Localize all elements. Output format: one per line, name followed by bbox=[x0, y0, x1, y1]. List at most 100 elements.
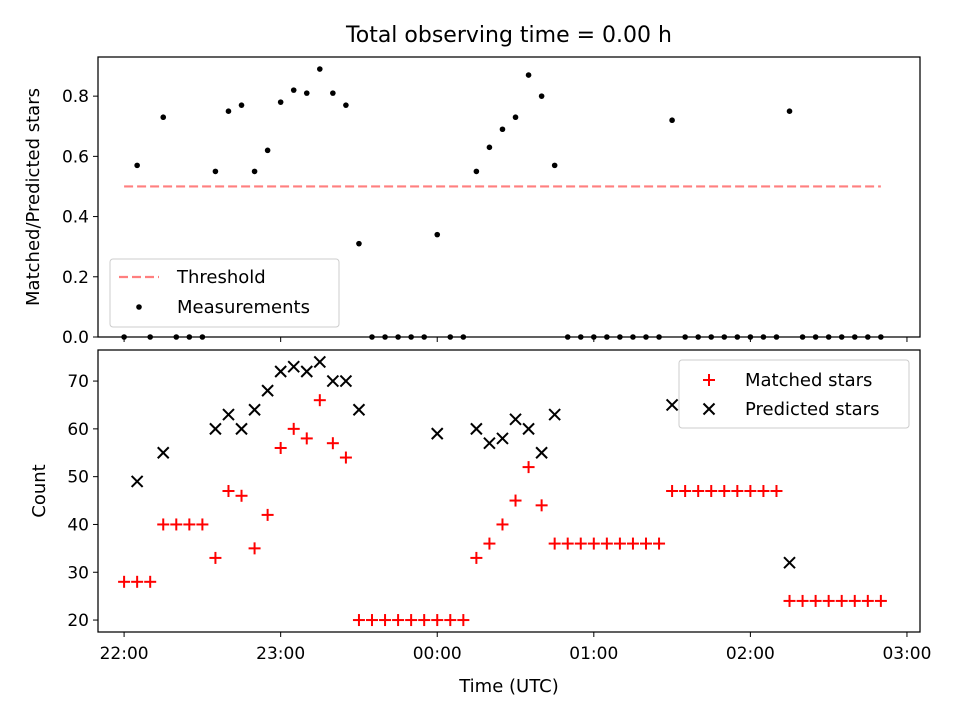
measurement-point bbox=[238, 102, 245, 108]
predicted-star-point bbox=[287, 360, 300, 373]
x-tick-label: 23:00 bbox=[256, 644, 305, 664]
legend-measurement-swatch bbox=[136, 304, 142, 310]
y-tick-label: 0.0 bbox=[62, 328, 89, 348]
matched-star-point bbox=[587, 537, 600, 550]
top-panel: 0.00.20.40.60.8 Matched/Predicted stars … bbox=[23, 56, 921, 348]
matched-star-point bbox=[600, 537, 613, 550]
y-tick-label: 0.8 bbox=[62, 87, 89, 107]
matched-star-point bbox=[535, 499, 548, 512]
matched-star-point bbox=[561, 537, 574, 550]
legend-box bbox=[678, 359, 910, 429]
measurement-point bbox=[499, 126, 506, 133]
y-tick-label: 0.4 bbox=[62, 208, 89, 228]
matched-star-point bbox=[457, 614, 470, 627]
matched-star-point bbox=[509, 494, 522, 507]
y-tick-label: 0.2 bbox=[62, 268, 89, 288]
matched-star-point bbox=[770, 485, 783, 497]
matched-star-point bbox=[731, 485, 744, 497]
measurement-point bbox=[317, 66, 323, 72]
measurement-point bbox=[225, 108, 232, 114]
matched-star-point bbox=[548, 537, 561, 550]
x-axis-label: Time (UTC) bbox=[458, 676, 559, 697]
predicted-star-point bbox=[209, 422, 222, 436]
predicted-star-point bbox=[300, 365, 313, 378]
predicted-star-point bbox=[431, 427, 444, 440]
measurement-point bbox=[134, 162, 140, 169]
matched-star-point bbox=[483, 537, 496, 550]
predicted-star-point bbox=[496, 432, 509, 445]
matched-star-point bbox=[522, 461, 535, 474]
matched-star-point bbox=[261, 508, 274, 521]
y-tick-label: 30 bbox=[67, 563, 89, 583]
matched-star-point bbox=[692, 485, 705, 497]
measurement-point bbox=[212, 168, 219, 175]
measurement-point bbox=[290, 87, 297, 93]
y-tick-label: 0.6 bbox=[62, 147, 89, 167]
matched-star-point bbox=[222, 485, 235, 497]
matched-star-point bbox=[287, 422, 300, 435]
measurement-point bbox=[356, 240, 362, 247]
matched-star-point bbox=[313, 394, 326, 407]
top-plot-frame bbox=[97, 56, 921, 338]
bottom-y-axis-label: Count bbox=[29, 464, 50, 517]
matched-star-point bbox=[783, 594, 796, 607]
matched-star-point bbox=[392, 614, 405, 627]
matched-star-point bbox=[613, 537, 626, 550]
chart-title: Total observing time = 0.00 h bbox=[345, 23, 672, 48]
matched-star-point bbox=[640, 537, 652, 550]
matched-star-point bbox=[339, 451, 352, 464]
measurement-point bbox=[277, 99, 284, 105]
predicted-star-point bbox=[130, 475, 144, 488]
predicted-star-point bbox=[157, 446, 170, 459]
measurement-point bbox=[551, 162, 558, 169]
matched-star-point bbox=[496, 518, 509, 531]
matched-star-point bbox=[470, 551, 483, 564]
measurement-point bbox=[512, 114, 519, 121]
matched-star-point bbox=[666, 485, 679, 497]
matched-star-point bbox=[744, 485, 757, 497]
predicted-star-point bbox=[222, 408, 235, 421]
matched-star-point bbox=[809, 594, 822, 607]
x-axis: 22:00 23:00 00:00 01:00 02:00 03:00 bbox=[100, 632, 931, 664]
matched-star-point bbox=[718, 485, 731, 497]
x-tick-label: 03:00 bbox=[882, 644, 931, 664]
predicted-star-point bbox=[274, 365, 287, 378]
matched-star-point bbox=[757, 485, 770, 497]
measurement-point bbox=[330, 90, 336, 96]
matched-star-point bbox=[366, 614, 378, 627]
predicted-star-point bbox=[470, 422, 483, 436]
measurement-point bbox=[473, 168, 480, 175]
x-tick-label: 22:00 bbox=[100, 644, 149, 664]
measurement-point bbox=[525, 72, 532, 78]
bottom-legend: Matched stars Predicted stars bbox=[678, 359, 910, 429]
matched-star-point bbox=[705, 485, 718, 497]
measurement-point bbox=[486, 144, 493, 151]
predicted-star-point bbox=[783, 556, 796, 569]
predicted-star-point bbox=[261, 384, 274, 397]
predicted-star-point bbox=[248, 403, 261, 416]
predicted-star-point bbox=[509, 413, 522, 426]
matched-star-point bbox=[183, 518, 196, 531]
matched-star-point bbox=[157, 518, 170, 531]
matched-star-point bbox=[144, 575, 157, 588]
measurement-point bbox=[786, 108, 793, 114]
matched-star-point bbox=[405, 614, 418, 627]
matched-star-point bbox=[431, 614, 444, 627]
y-tick-label: 20 bbox=[67, 611, 89, 631]
matched-star-point bbox=[574, 537, 587, 550]
matched-star-point bbox=[444, 614, 457, 627]
top-data-marks bbox=[121, 66, 884, 340]
matched-star-point bbox=[848, 594, 861, 607]
measurement-point bbox=[251, 168, 258, 175]
y-tick-label: 40 bbox=[67, 515, 89, 535]
legend-label: Matched stars bbox=[745, 370, 872, 391]
predicted-star-point bbox=[665, 398, 679, 412]
predicted-star-point bbox=[352, 403, 366, 416]
y-tick-label: 60 bbox=[67, 420, 89, 440]
y-tick-label: 70 bbox=[67, 372, 89, 392]
predicted-star-point bbox=[235, 422, 248, 436]
matched-star-point bbox=[170, 518, 183, 531]
top-y-axis-label: Matched/Predicted stars bbox=[23, 88, 44, 306]
legend-label: Threshold bbox=[176, 267, 266, 288]
